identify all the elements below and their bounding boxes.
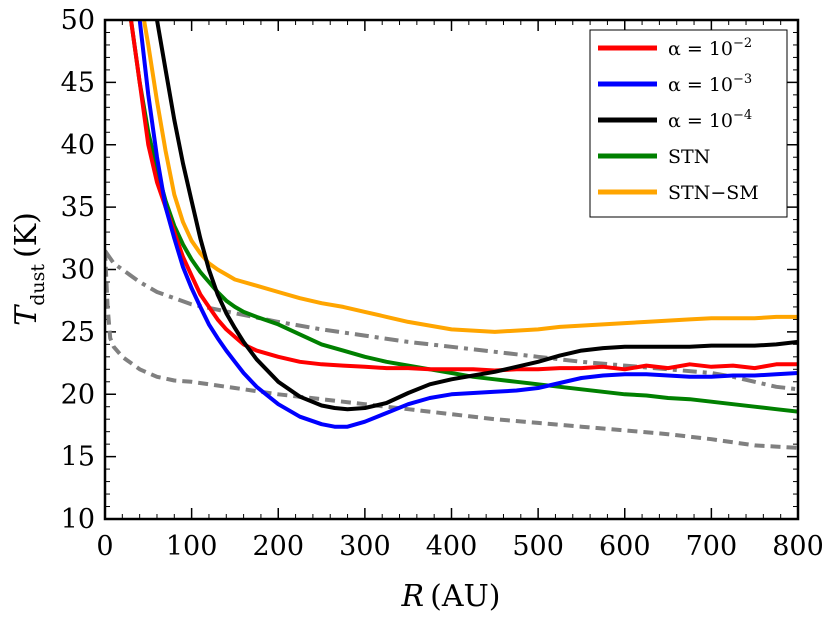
y-tick-label: 20 [61, 379, 95, 410]
x-tick-label: 100 [166, 531, 218, 562]
legend-label: STN [668, 146, 710, 168]
x-tick-label: 400 [426, 531, 478, 562]
series-line--10- [129, 20, 798, 373]
y-tick-label: 10 [61, 504, 95, 535]
x-axis-label: R (AU) [401, 579, 501, 614]
x-tick-label: 0 [96, 531, 113, 562]
x-tick-label: 200 [252, 531, 304, 562]
y-tick-label: 30 [61, 255, 95, 286]
series-line--10- [137, 20, 798, 429]
series-line-stn-sm [142, 20, 798, 334]
y-tick-label: 50 [61, 5, 95, 36]
x-tick-label: 500 [512, 531, 564, 562]
series-line--10- [155, 20, 798, 412]
y-tick-label: 45 [61, 67, 95, 98]
legend: α = 10−2 α = 10−3 α = 10−4 STN STN−SM [589, 29, 788, 218]
legend-label: STN−SM [668, 182, 759, 204]
series-line-stn [129, 20, 798, 414]
y-tick-label: 35 [61, 192, 95, 223]
x-tick-label: 800 [772, 531, 824, 562]
plot-frame [103, 18, 800, 521]
x-tick-label: 300 [339, 531, 391, 562]
series-line-gray-dash-dot [105, 249, 798, 392]
x-tick-label: 600 [599, 531, 651, 562]
y-axis-label: Tdust(K) [9, 212, 49, 326]
legend-box [589, 29, 788, 218]
tick-labels: 0 100 200 300 400 500 600 700 800 10 15 20 25 30 35 40 4… [61, 5, 824, 562]
series-line-gray-dashed [105, 250, 798, 450]
legend-label: α = 10−4 [668, 108, 752, 132]
legend-label: α = 10−2 [668, 36, 752, 60]
x-tick-label: 700 [686, 531, 738, 562]
legend-label: α = 10−3 [668, 72, 752, 96]
y-tick-label: 15 [61, 442, 95, 473]
y-tick-label: 25 [61, 317, 95, 348]
series-layer [105, 20, 798, 450]
y-tick-label: 40 [61, 130, 95, 161]
